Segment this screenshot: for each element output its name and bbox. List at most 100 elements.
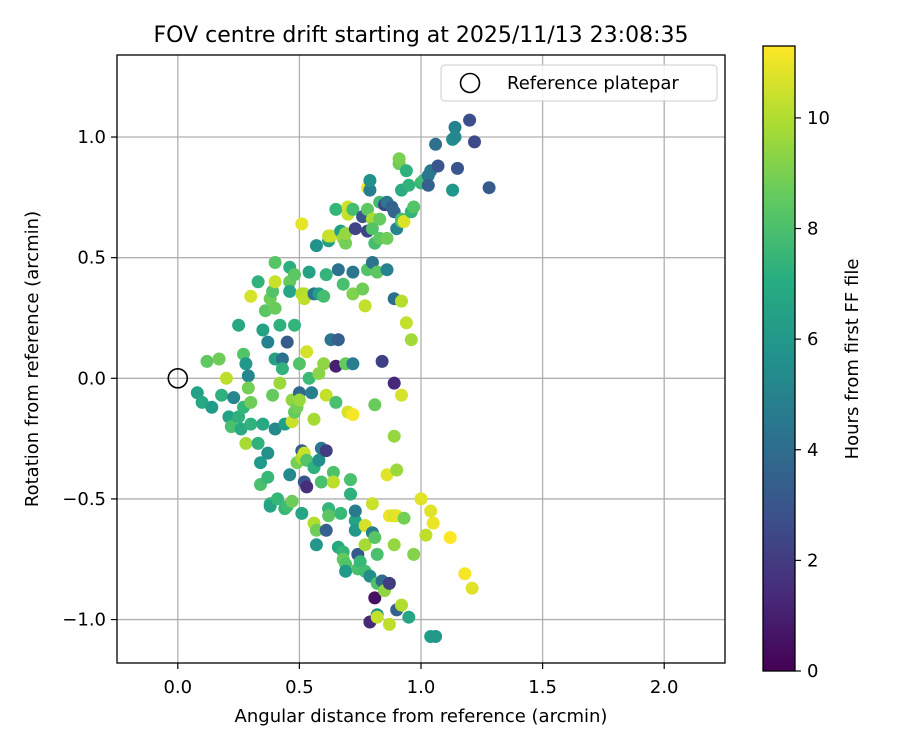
data-point xyxy=(465,581,479,595)
data-points xyxy=(167,113,496,643)
data-point xyxy=(275,362,289,376)
data-point xyxy=(215,388,229,402)
data-point xyxy=(463,113,477,127)
data-point xyxy=(292,357,306,371)
data-point xyxy=(348,222,362,236)
data-point xyxy=(399,164,413,178)
data-point xyxy=(395,294,408,308)
chart-title: FOV centre drift starting at 2025/11/13 … xyxy=(154,23,689,48)
data-point xyxy=(331,333,345,347)
data-point xyxy=(283,284,297,298)
data-point xyxy=(200,354,214,368)
x-tick-label: 2.0 xyxy=(650,677,679,698)
colorbar-tick-label: 2 xyxy=(807,550,818,571)
data-point xyxy=(339,236,353,250)
data-point xyxy=(339,227,353,240)
data-point xyxy=(205,400,219,414)
data-point xyxy=(426,516,440,530)
data-point xyxy=(334,506,348,520)
data-point xyxy=(344,473,357,487)
data-point xyxy=(268,256,282,269)
data-point xyxy=(348,523,362,537)
data-point xyxy=(212,352,226,366)
data-point xyxy=(365,497,379,511)
data-point xyxy=(244,417,258,431)
data-point xyxy=(387,538,401,552)
data-point xyxy=(339,564,353,578)
data-point xyxy=(382,576,396,590)
data-point xyxy=(251,436,265,450)
data-point xyxy=(261,446,275,460)
data-point xyxy=(419,528,433,542)
data-point xyxy=(468,135,481,149)
y-tick-label: 1.0 xyxy=(77,127,106,148)
data-point xyxy=(336,277,350,291)
legend-marker-icon xyxy=(459,72,481,94)
y-tick-label: 0.0 xyxy=(77,368,106,389)
data-point xyxy=(219,371,233,385)
data-point xyxy=(397,511,411,525)
data-point xyxy=(275,352,289,366)
data-point xyxy=(358,299,372,313)
y-axis-label: Rotation from reference (arcmin) xyxy=(22,211,43,507)
data-point xyxy=(429,630,443,643)
legend-label: Reference platepar xyxy=(507,73,679,94)
data-point xyxy=(297,292,311,306)
x-tick-label: 1.5 xyxy=(528,677,557,698)
data-point xyxy=(429,137,443,151)
data-point xyxy=(380,231,394,245)
y-tick-label: −1.0 xyxy=(62,610,106,631)
data-point xyxy=(365,256,379,269)
data-point xyxy=(346,287,360,301)
data-point xyxy=(244,289,258,303)
data-point xyxy=(302,265,316,279)
data-point xyxy=(395,388,408,402)
data-point xyxy=(312,453,326,467)
data-point xyxy=(458,567,472,581)
data-point xyxy=(319,268,333,282)
data-point xyxy=(375,354,389,368)
data-point xyxy=(288,318,301,332)
reference-point-marker xyxy=(167,368,189,389)
data-point xyxy=(368,531,382,544)
data-point xyxy=(331,263,345,277)
data-point xyxy=(268,301,282,315)
data-point xyxy=(446,183,460,197)
data-point xyxy=(256,323,270,337)
colorbar-gradient xyxy=(762,45,796,672)
data-point xyxy=(251,275,265,289)
data-point xyxy=(295,506,309,520)
colorbar-tick-label: 0 xyxy=(807,661,818,682)
data-point xyxy=(346,408,360,421)
x-axis-label: Angular distance from reference (arcmin) xyxy=(235,706,608,727)
data-point xyxy=(329,359,343,373)
data-point xyxy=(368,591,382,605)
data-point xyxy=(326,465,340,479)
data-point xyxy=(482,181,496,195)
colorbar-tick-label: 4 xyxy=(807,440,818,461)
colorbar-tick-label: 10 xyxy=(807,108,830,129)
data-point xyxy=(414,492,428,506)
data-point xyxy=(424,504,438,518)
data-point xyxy=(258,304,272,318)
data-point xyxy=(305,386,319,400)
colorbar-tick-label: 6 xyxy=(807,329,818,350)
data-point xyxy=(361,202,374,216)
data-point xyxy=(319,523,333,537)
data-point xyxy=(232,410,246,424)
legend-box xyxy=(440,64,718,102)
data-point xyxy=(380,468,394,482)
data-point xyxy=(326,475,340,489)
data-point xyxy=(309,523,323,537)
data-point xyxy=(395,598,408,612)
data-point xyxy=(312,367,326,380)
data-point xyxy=(421,178,435,192)
data-point xyxy=(407,547,421,561)
data-point xyxy=(309,239,323,253)
colorbar-tick-label: 8 xyxy=(807,219,818,240)
data-point xyxy=(285,494,299,508)
data-point xyxy=(319,444,333,458)
data-point xyxy=(451,161,464,175)
data-point xyxy=(288,268,301,282)
